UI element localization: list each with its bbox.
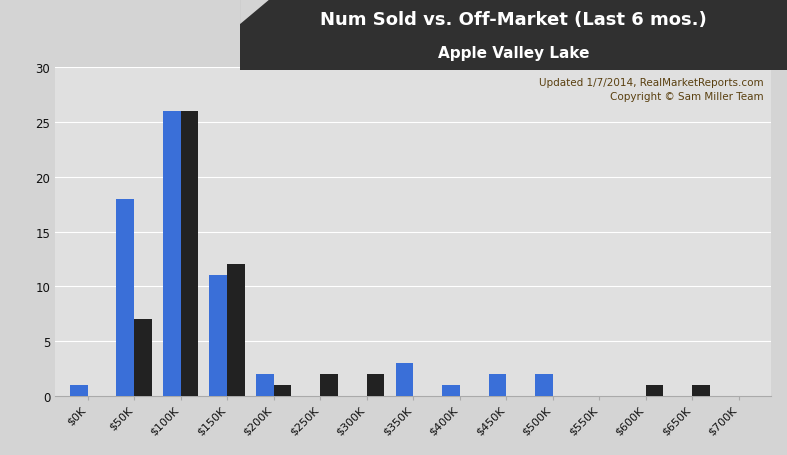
Bar: [535, 374, 552, 396]
Bar: [209, 276, 227, 396]
Bar: [163, 112, 181, 396]
Bar: [227, 265, 245, 396]
Text: Num Sold vs. Off-Market (Last 6 mos.): Num Sold vs. Off-Market (Last 6 mos.): [320, 11, 707, 29]
Bar: [442, 385, 460, 396]
Bar: [645, 385, 663, 396]
Bar: [320, 374, 338, 396]
Bar: [693, 385, 710, 396]
Bar: [134, 319, 152, 396]
Bar: [70, 385, 87, 396]
Text: Updated 1/7/2014, RealMarketReports.com
Copyright © Sam Miller Team: Updated 1/7/2014, RealMarketReports.com …: [539, 78, 764, 102]
Bar: [256, 374, 274, 396]
Bar: [181, 112, 198, 396]
Bar: [489, 374, 506, 396]
Bar: [367, 374, 384, 396]
Bar: [116, 199, 134, 396]
Text: Apple Valley Lake: Apple Valley Lake: [438, 46, 589, 61]
Bar: [396, 363, 413, 396]
Bar: [274, 385, 291, 396]
